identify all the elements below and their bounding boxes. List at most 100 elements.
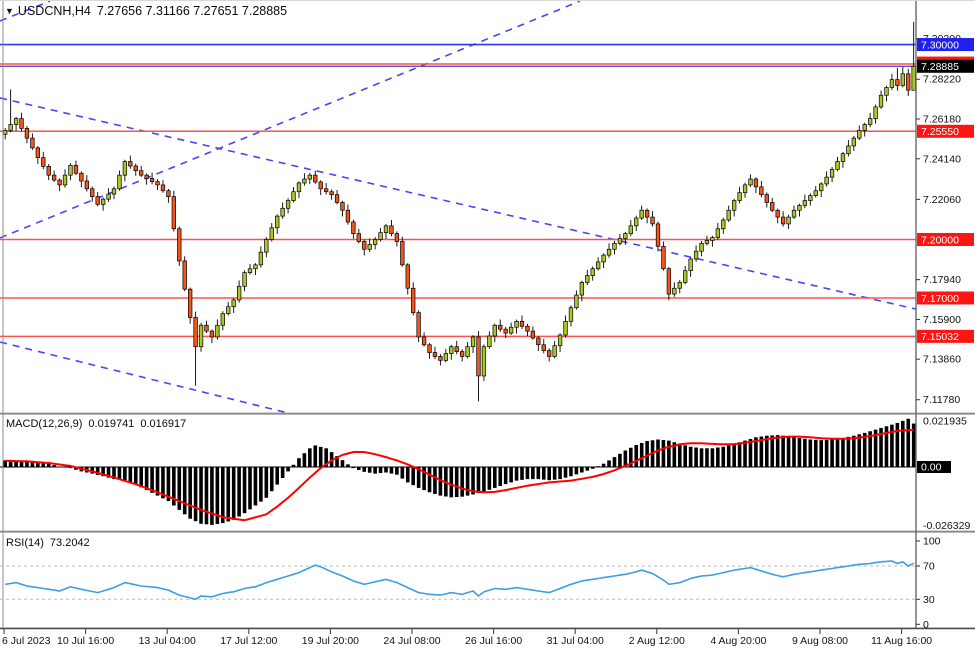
- bull-candle-body: [726, 209, 731, 221]
- bull-candle-body: [563, 321, 568, 336]
- macd-bar: [3, 460, 7, 467]
- macd-bar: [427, 467, 432, 493]
- bear-candle-body: [525, 325, 530, 332]
- ohlc-values: 7.27656 7.31166 7.27651 7.28885: [96, 4, 288, 18]
- bear-candle-body: [362, 241, 367, 250]
- bear-candle-body: [541, 344, 546, 351]
- bull-candle-body: [269, 227, 274, 240]
- bull-candle-body: [585, 275, 590, 283]
- bear-candle-body: [351, 221, 356, 234]
- bull-candle-body: [699, 243, 704, 252]
- bear-candle-body: [24, 128, 30, 139]
- macd-bar: [438, 467, 443, 496]
- macd-bar: [813, 439, 818, 467]
- bull-candle-body: [568, 307, 574, 322]
- trendline-descending-upper[interactable]: [0, 97, 917, 310]
- macd-bar: [629, 447, 633, 467]
- macd-scale-min-label: -0.026329: [923, 520, 970, 532]
- macd-bar: [8, 460, 13, 467]
- price-axis[interactable]: 7.303007.282207.261807.241407.220607.179…: [916, 33, 974, 406]
- bull-candle-body: [367, 244, 372, 250]
- macd-bar: [74, 467, 78, 470]
- bull-candle-body: [868, 118, 873, 125]
- bull-candle-body: [748, 178, 753, 186]
- macd-bar: [454, 467, 459, 498]
- bear-candle-body: [753, 178, 759, 188]
- bear-candle-body: [655, 223, 661, 247]
- bull-candle-body: [873, 106, 878, 119]
- bear-candle-body: [139, 170, 144, 176]
- bull-candle-body: [3, 129, 8, 135]
- time-axis-label: 17 Jul 12:00: [220, 635, 277, 647]
- time-axis-label: 24 Jul 08:00: [383, 635, 440, 647]
- price-badge-7-30000-text: 7.30000: [921, 39, 959, 51]
- macd-bar: [362, 467, 367, 472]
- time-axis[interactable]: 6 Jul 2023 10 Jul 16:00 13 Jul 04:00 17 Jul…: [2, 629, 932, 647]
- rsi-axis-label: 30: [923, 594, 935, 606]
- price-axis-label: 7.17940: [923, 274, 961, 286]
- trendline-descending-lower[interactable]: [0, 341, 289, 414]
- bear-candle-body: [79, 172, 84, 182]
- bull-candle-body: [449, 346, 454, 354]
- bull-candle-body: [443, 353, 448, 361]
- bear-candle-body: [438, 356, 443, 361]
- macd-bar: [161, 467, 165, 499]
- macd-bar: [487, 467, 492, 490]
- macd-bar: [841, 437, 845, 467]
- bull-candle-body: [742, 184, 748, 194]
- bear-candle-body: [666, 268, 672, 295]
- bull-candle-body: [574, 294, 579, 309]
- macd-bar: [172, 467, 176, 506]
- macd-bar: [215, 467, 220, 524]
- macd-bar: [128, 467, 133, 483]
- macd-bar: [297, 458, 301, 467]
- macd-scale-max-label: 0.021935: [923, 416, 967, 428]
- symbol-ohlc-readout: ▼ USDCNH,H4 7.27656 7.31166 7.27651 7.2888…: [5, 4, 293, 18]
- bear-candle-body: [57, 179, 62, 186]
- macd-bar: [57, 466, 62, 468]
- bull-candle-body: [851, 137, 856, 147]
- bear-candle-body: [30, 137, 35, 149]
- macd-histogram: [3, 418, 916, 525]
- bear-candle-body: [427, 344, 432, 353]
- macd-bar: [563, 467, 568, 478]
- macd-main-value: 0.019741: [88, 418, 135, 430]
- bull-candle-body: [829, 168, 835, 178]
- macd-bar: [351, 467, 356, 469]
- macd-bar: [748, 438, 753, 467]
- time-axis-label: 6 Jul 2023: [2, 635, 51, 647]
- bull-candle-body: [596, 261, 601, 270]
- macd-bar: [433, 467, 437, 494]
- trendline-ascending-upper[interactable]: [0, 1, 51, 22]
- macd-bar: [775, 435, 780, 467]
- macd-bar: [482, 467, 486, 492]
- symbol-dropdown-icon[interactable]: ▼: [5, 6, 14, 16]
- macd-bar: [672, 442, 677, 467]
- macd-bar: [340, 460, 345, 467]
- macd-bar: [166, 467, 171, 502]
- bull-candle-body: [857, 129, 862, 139]
- macd-bar: [237, 467, 241, 517]
- macd-bar: [90, 467, 95, 474]
- bear-candle-body: [394, 233, 400, 242]
- macd-bar: [291, 464, 296, 467]
- macd-bar: [275, 467, 279, 485]
- bull-candle-body: [220, 313, 225, 326]
- bull-candle-body: [900, 73, 905, 86]
- bull-candle-body: [68, 165, 73, 176]
- macd-bar: [335, 456, 339, 467]
- macd-bar: [199, 467, 203, 524]
- macd-label: MACD(12,26,9): [6, 418, 83, 430]
- price-badge-7-30000: [917, 38, 974, 52]
- bull-candle-body: [878, 94, 884, 108]
- macd-bar: [590, 467, 595, 469]
- bull-candle-body: [672, 287, 677, 295]
- rsi-value: 73.2042: [49, 537, 90, 549]
- bear-candle-body: [530, 330, 536, 339]
- current-price-badge-text: 7.28885: [921, 61, 959, 73]
- macd-bar: [36, 462, 40, 467]
- macd-bar: [683, 445, 687, 467]
- macd-bar: [302, 453, 307, 467]
